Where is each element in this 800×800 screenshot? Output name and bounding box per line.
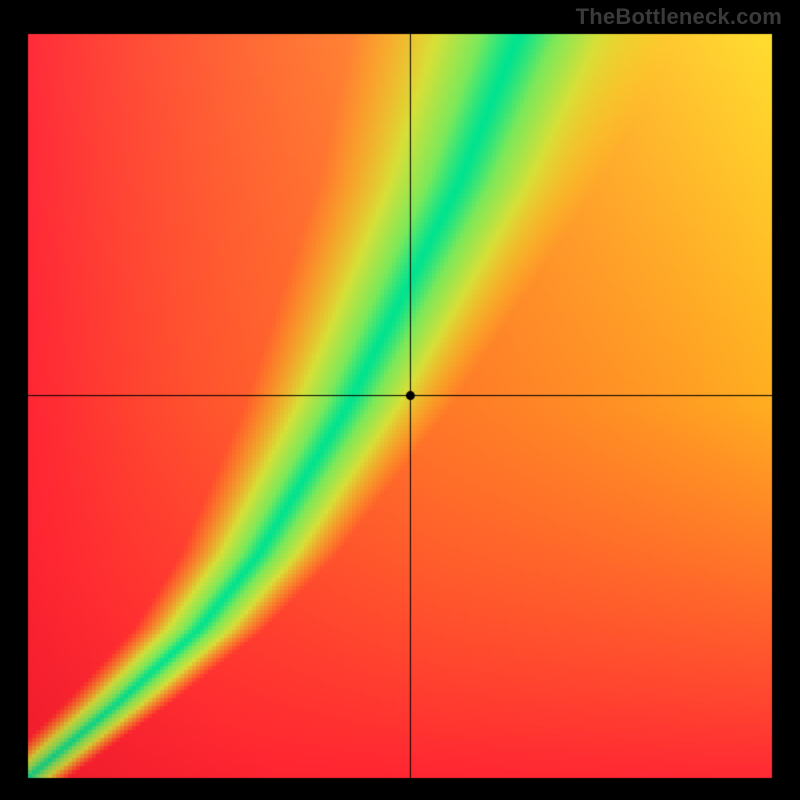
chart-container: TheBottleneck.com	[0, 0, 800, 800]
bottleneck-heatmap	[0, 0, 800, 800]
watermark-text: TheBottleneck.com	[576, 4, 782, 30]
